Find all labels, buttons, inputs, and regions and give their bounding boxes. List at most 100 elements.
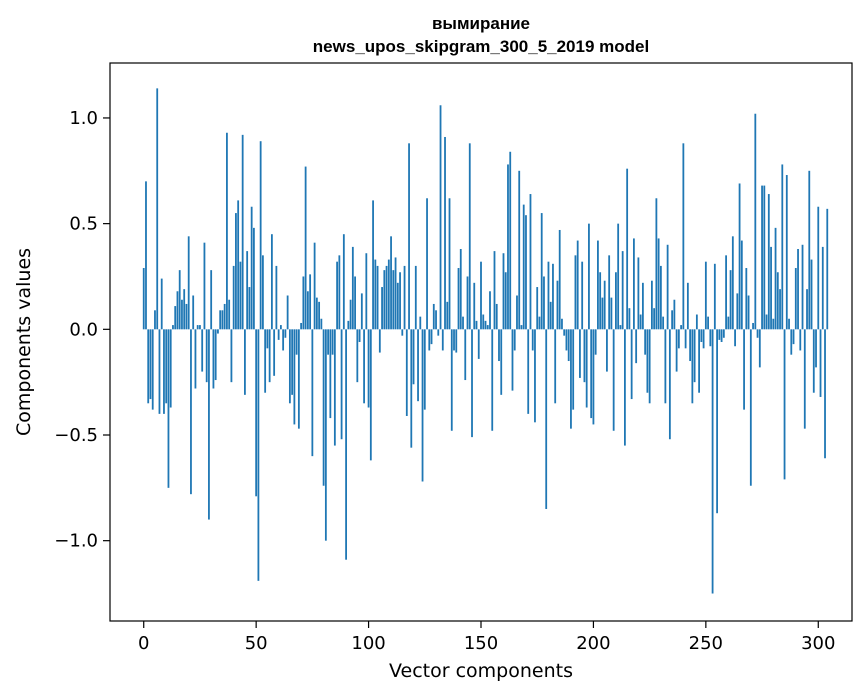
bar: [208, 329, 210, 520]
bar: [351, 246, 354, 330]
bar: [633, 238, 635, 330]
bar: [192, 295, 195, 330]
bar: [770, 246, 772, 330]
bar: [819, 329, 822, 397]
bar: [185, 303, 188, 330]
bar: [178, 270, 181, 330]
bar: [291, 329, 294, 395]
bar: [767, 194, 770, 330]
bar: [529, 194, 532, 330]
bar: [176, 291, 179, 330]
bar: [158, 329, 161, 414]
bar: [399, 272, 401, 330]
bar: [147, 329, 150, 404]
bar: [477, 329, 480, 359]
bar: [376, 265, 379, 330]
bar: [293, 329, 296, 425]
bar: [295, 329, 298, 355]
bar: [788, 318, 790, 330]
bar: [237, 200, 240, 330]
chart-title: вымирание: [432, 14, 530, 33]
bar: [765, 314, 768, 330]
bar: [462, 316, 464, 330]
bar: [365, 253, 368, 330]
bar: [695, 314, 698, 330]
bar: [653, 308, 656, 330]
bar: [333, 329, 336, 446]
bar: [671, 310, 674, 330]
bar: [421, 329, 424, 482]
bar: [367, 329, 370, 408]
bar: [666, 244, 669, 330]
bar: [315, 297, 318, 330]
bar: [405, 329, 408, 416]
bar: [464, 329, 467, 381]
bar: [500, 329, 503, 395]
bar: [302, 276, 305, 330]
bar: [700, 329, 703, 342]
bar: [817, 206, 820, 330]
bar: [774, 227, 777, 330]
bar: [561, 318, 563, 330]
bar: [585, 329, 588, 408]
bar: [486, 325, 489, 330]
bar: [720, 329, 723, 342]
bar: [151, 329, 154, 410]
bar: [212, 329, 215, 389]
bar: [311, 329, 314, 457]
bar: [381, 287, 383, 330]
bar: [556, 280, 559, 330]
bar: [426, 198, 428, 330]
bar: [378, 329, 381, 353]
bar: [785, 175, 788, 330]
bar: [221, 310, 224, 330]
bar: [241, 134, 244, 330]
bar: [673, 299, 676, 330]
bar: [423, 329, 426, 410]
bar: [156, 88, 159, 330]
bar: [322, 329, 325, 486]
bar: [165, 329, 168, 404]
bar: [203, 242, 206, 330]
bar: [201, 329, 204, 372]
bar: [610, 297, 613, 330]
y-axis: −1.0 −0.5 0.0 0.5 1.0: [54, 108, 110, 552]
bar: [574, 255, 577, 330]
x-tick-label: 150: [464, 633, 498, 654]
bar: [167, 329, 170, 488]
bar: [306, 291, 309, 330]
bar: [230, 329, 233, 383]
bar: [430, 329, 433, 345]
bar: [228, 299, 231, 330]
bar: [707, 316, 709, 330]
y-tick-label: 1.0: [69, 108, 98, 129]
bar: [304, 166, 307, 330]
bar: [246, 251, 249, 330]
bar: [711, 329, 714, 594]
bar: [226, 132, 228, 330]
bar: [522, 204, 525, 330]
bar: [210, 270, 213, 330]
bar: [239, 261, 242, 330]
bar: [387, 259, 390, 330]
bar: [309, 274, 312, 330]
bar: [628, 308, 631, 330]
bar: [826, 208, 829, 330]
bar: [349, 299, 352, 330]
bar: [657, 238, 660, 330]
bar: [480, 261, 482, 330]
bar: [414, 265, 417, 330]
bar: [358, 329, 361, 342]
bar: [347, 320, 350, 330]
bar: [459, 249, 462, 330]
bar: [504, 272, 507, 330]
bar: [716, 329, 718, 514]
bar: [626, 168, 629, 330]
bar: [466, 276, 469, 330]
bar: [174, 306, 177, 330]
bar: [722, 329, 725, 338]
bar: [232, 265, 235, 330]
bar: [572, 329, 575, 410]
bar: [684, 329, 687, 349]
bar: [190, 329, 192, 495]
